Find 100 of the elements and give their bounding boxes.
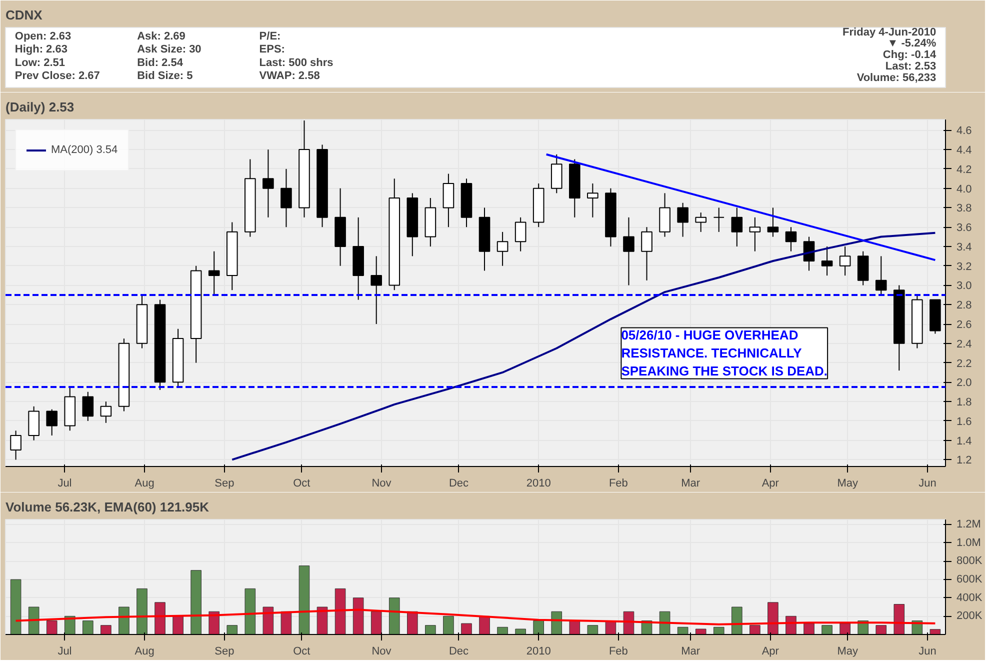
x-tick-label: Oct bbox=[293, 478, 310, 490]
y-tick-label: 1.2M bbox=[956, 518, 981, 531]
x-tick-label: Mar bbox=[681, 646, 700, 658]
candlestick bbox=[370, 256, 382, 325]
x-tick-label: Sep bbox=[214, 646, 234, 658]
candlestick bbox=[767, 207, 779, 238]
x-tick-label: Dec bbox=[448, 478, 470, 490]
candlestick bbox=[10, 430, 22, 460]
bar bbox=[388, 598, 400, 634]
x-tick-label: Jul bbox=[58, 646, 72, 658]
chart-title: (Daily) 2.53 bbox=[6, 100, 74, 114]
candlestick bbox=[695, 212, 706, 232]
candlestick bbox=[208, 250, 220, 296]
bar bbox=[28, 606, 40, 634]
candlestick bbox=[749, 216, 761, 252]
bar bbox=[172, 616, 184, 634]
bar bbox=[46, 620, 58, 634]
text: Chg: -0.14 bbox=[882, 49, 937, 62]
y-tick-label: 600K bbox=[956, 574, 983, 586]
annotation: 05/26/10 - HUGE OVERHEAD RESISTANCE. TECHNICALLY SPEAKING THE STOCK IS DEAD. bbox=[621, 328, 828, 379]
text: Last: 500 shrs bbox=[259, 56, 334, 69]
x-tick-label: Apr bbox=[762, 478, 780, 490]
bar bbox=[226, 625, 238, 634]
candlestick bbox=[514, 216, 526, 252]
bar bbox=[407, 611, 418, 634]
x-tick-label: May bbox=[837, 646, 859, 658]
bar bbox=[479, 616, 490, 634]
candlestick bbox=[641, 226, 652, 281]
bar bbox=[443, 616, 454, 634]
bar bbox=[695, 628, 706, 634]
text: EPS: bbox=[259, 44, 285, 56]
candlestick bbox=[839, 246, 851, 276]
text: Open: 2.63 bbox=[14, 30, 72, 42]
candlestick bbox=[262, 149, 274, 218]
line-series bbox=[14, 608, 936, 626]
y-tick-label: 3.2 bbox=[956, 260, 972, 273]
bar bbox=[82, 620, 94, 634]
bar bbox=[10, 579, 22, 634]
text: Friday 4-Jun-2010 bbox=[842, 26, 936, 38]
x-tick-label: Aug bbox=[134, 646, 154, 658]
text: Ask: 2.69 bbox=[137, 30, 186, 42]
y-tick-label: 2.4 bbox=[956, 338, 972, 350]
text: CDNX bbox=[6, 8, 43, 22]
x-tick-label: Mar bbox=[681, 478, 700, 490]
x-tick-label: 2010 bbox=[526, 478, 551, 490]
x-tick-label: Jun bbox=[918, 478, 936, 490]
text: Low: 2.51 bbox=[14, 56, 66, 69]
bar bbox=[118, 606, 130, 634]
y-tick-label: 2.8 bbox=[956, 300, 972, 312]
bar bbox=[244, 588, 256, 634]
x-tick-label: 2010 bbox=[526, 646, 551, 658]
bar bbox=[713, 626, 724, 634]
y-tick-label: 1.0M bbox=[956, 536, 981, 549]
x-tick-label: Oct bbox=[293, 646, 310, 658]
x-tick-label: Apr bbox=[762, 646, 780, 658]
bar bbox=[425, 625, 436, 634]
bar bbox=[190, 570, 202, 634]
candlestick bbox=[100, 401, 112, 424]
text: Ask Size: 30 bbox=[137, 44, 202, 56]
bar bbox=[154, 602, 166, 634]
x-tick-label: Aug bbox=[134, 478, 154, 490]
bar bbox=[352, 598, 364, 634]
bar bbox=[298, 566, 310, 634]
y-tick-label: 200K bbox=[956, 610, 983, 622]
candlestick bbox=[677, 202, 688, 238]
bar bbox=[677, 626, 688, 634]
bar bbox=[750, 625, 760, 634]
y-tick-label: 3.4 bbox=[956, 241, 972, 254]
y-tick-label: 3.6 bbox=[956, 222, 972, 234]
x-tick-label: Nov bbox=[372, 646, 392, 658]
y-tick-label: 4.4 bbox=[956, 144, 972, 157]
candlestick bbox=[785, 226, 797, 252]
candlestick bbox=[280, 168, 292, 228]
text: Last: 2.53 bbox=[885, 60, 936, 72]
bar bbox=[100, 625, 112, 634]
bar bbox=[515, 628, 526, 634]
y-tick-label: 2.2 bbox=[956, 358, 972, 370]
x-tick-label: Jun bbox=[918, 646, 936, 658]
y-tick-label: 3.0 bbox=[956, 280, 972, 292]
y-tick-label: 4.6 bbox=[956, 125, 972, 138]
bar bbox=[497, 626, 508, 634]
text: Bid: 2.54 bbox=[137, 56, 184, 69]
y-tick-label: 2.0 bbox=[956, 377, 972, 390]
text: Bid Size: 5 bbox=[137, 70, 193, 82]
text: ▼ -5.24% bbox=[887, 38, 936, 50]
x-tick-label: Jul bbox=[58, 478, 72, 490]
candlestick bbox=[875, 256, 887, 296]
line-series bbox=[231, 232, 936, 461]
candlestick bbox=[496, 231, 508, 266]
candlestick bbox=[82, 391, 94, 422]
bar bbox=[930, 629, 941, 634]
y-tick-label: 4.0 bbox=[956, 183, 972, 196]
y-tick-label: 800K bbox=[956, 555, 983, 568]
x-tick-label: Dec bbox=[448, 646, 470, 658]
bar bbox=[894, 604, 905, 634]
candlestick bbox=[713, 207, 725, 232]
text: Prev Close: 2.67 bbox=[14, 70, 100, 82]
legend-label: MA(200) 3.54 bbox=[51, 144, 118, 156]
bar bbox=[136, 588, 148, 634]
x-tick-label: Sep bbox=[214, 478, 234, 490]
